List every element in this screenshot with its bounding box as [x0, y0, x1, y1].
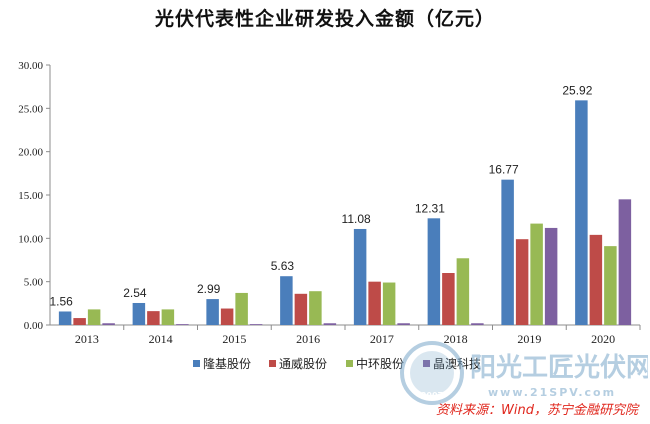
- chart-title: 光伏代表性企业研发投入金额（亿元）: [154, 8, 495, 30]
- y-tick-label: 15.00: [18, 190, 43, 202]
- source-note: 资料来源：Wind，苏宁金融研究院: [436, 403, 638, 418]
- y-tick-label: 5.00: [24, 277, 44, 289]
- bar-隆基股份-2015: [206, 299, 219, 325]
- x-tick-label: 2018: [444, 332, 468, 346]
- legend-swatch: [269, 360, 276, 367]
- bar-隆基股份-2018: [427, 218, 441, 325]
- data-label: 16.77: [489, 163, 519, 177]
- bar-通威股份-2019: [515, 239, 529, 325]
- data-label: 11.08: [342, 212, 371, 226]
- x-tick-label: 2013: [75, 332, 99, 346]
- legend-swatch: [346, 360, 353, 367]
- bar-隆基股份-2016: [280, 276, 293, 325]
- bar-晶澳科技-2015: [249, 324, 263, 325]
- bar-中环股份-2013: [87, 309, 101, 325]
- x-tick-label: 2015: [222, 332, 246, 346]
- bar-隆基股份-2014: [132, 302, 146, 325]
- data-label: 12.31: [415, 201, 445, 215]
- x-tick-label: 2020: [591, 332, 615, 346]
- axes: 0.00 5.00 10.00 15.00 20.00 25.00 30.00 2013 201…: [18, 60, 641, 346]
- bar-中环股份-2016: [309, 291, 322, 325]
- bar-通威股份-2018: [442, 273, 455, 325]
- bars: [58, 100, 632, 325]
- bar-晶澳科技-2013: [102, 323, 115, 325]
- bar-中环股份-2017: [382, 282, 396, 325]
- bar-通威股份-2013: [73, 318, 86, 325]
- bar-通威股份-2020: [589, 234, 603, 325]
- bar-晶澳科技-2020: [618, 199, 632, 325]
- bar-晶澳科技-2019: [544, 227, 558, 325]
- data-labels: 1.56 2.54 2.99 5.63 11.08 12.31 16.77 25.92: [49, 83, 592, 308]
- data-label: 25.92: [562, 83, 592, 97]
- data-label: 2.54: [123, 286, 147, 300]
- y-tick-label: 10.00: [18, 233, 43, 245]
- data-label: 1.56: [49, 294, 73, 308]
- watermark-brand: 阳光工匠光伏网: [470, 353, 648, 383]
- bar-晶澳科技-2018: [471, 323, 484, 325]
- x-tick-label: 2016: [296, 332, 320, 346]
- bar-通威股份-2015: [220, 308, 234, 325]
- y-tick-label: 25.00: [18, 103, 43, 115]
- x-tick-label: 2017: [370, 332, 394, 346]
- x-tick-label: 2019: [517, 332, 541, 346]
- bar-晶澳科技-2017: [397, 323, 410, 325]
- x-tick-label: 2014: [149, 332, 173, 346]
- bar-中环股份-2020: [604, 246, 617, 325]
- bar-隆基股份-2017: [353, 228, 367, 325]
- bar-隆基股份-2020: [575, 100, 588, 325]
- bar-中环股份-2015: [235, 292, 248, 325]
- bar-晶澳科技-2014: [176, 324, 189, 325]
- bar-通威股份-2014: [147, 311, 160, 325]
- data-label: 2.99: [197, 282, 221, 296]
- legend: 隆基股份 通威股份 中环股份 晶澳科技: [193, 356, 481, 371]
- watermark-logo: 2007 阳光工匠光伏网 www.21SPV.com: [400, 341, 648, 405]
- legend-label: 通威股份: [279, 357, 327, 371]
- bar-中环股份-2014: [161, 309, 175, 325]
- bar-隆基股份-2013: [58, 311, 72, 325]
- legend-swatch: [423, 360, 430, 367]
- y-tick-label: 0.00: [24, 320, 44, 332]
- data-label: 5.63: [271, 259, 295, 273]
- legend-swatch: [193, 360, 200, 367]
- bar-中环股份-2019: [530, 223, 543, 325]
- bar-中环股份-2018: [456, 258, 470, 325]
- legend-label: 隆基股份: [203, 356, 251, 371]
- legend-label: 中环股份: [356, 356, 404, 371]
- y-tick-label: 30.00: [18, 60, 43, 72]
- bar-通威股份-2016: [294, 293, 308, 325]
- watermark-year: 2007: [421, 391, 443, 400]
- bar-隆基股份-2019: [501, 179, 514, 325]
- y-tick-label: 20.00: [18, 147, 43, 159]
- bar-晶澳科技-2016: [323, 323, 337, 325]
- watermark-url: www.21SPV.com: [488, 386, 616, 399]
- legend-label: 晶澳科技: [433, 357, 481, 371]
- bar-通威股份-2017: [368, 281, 381, 325]
